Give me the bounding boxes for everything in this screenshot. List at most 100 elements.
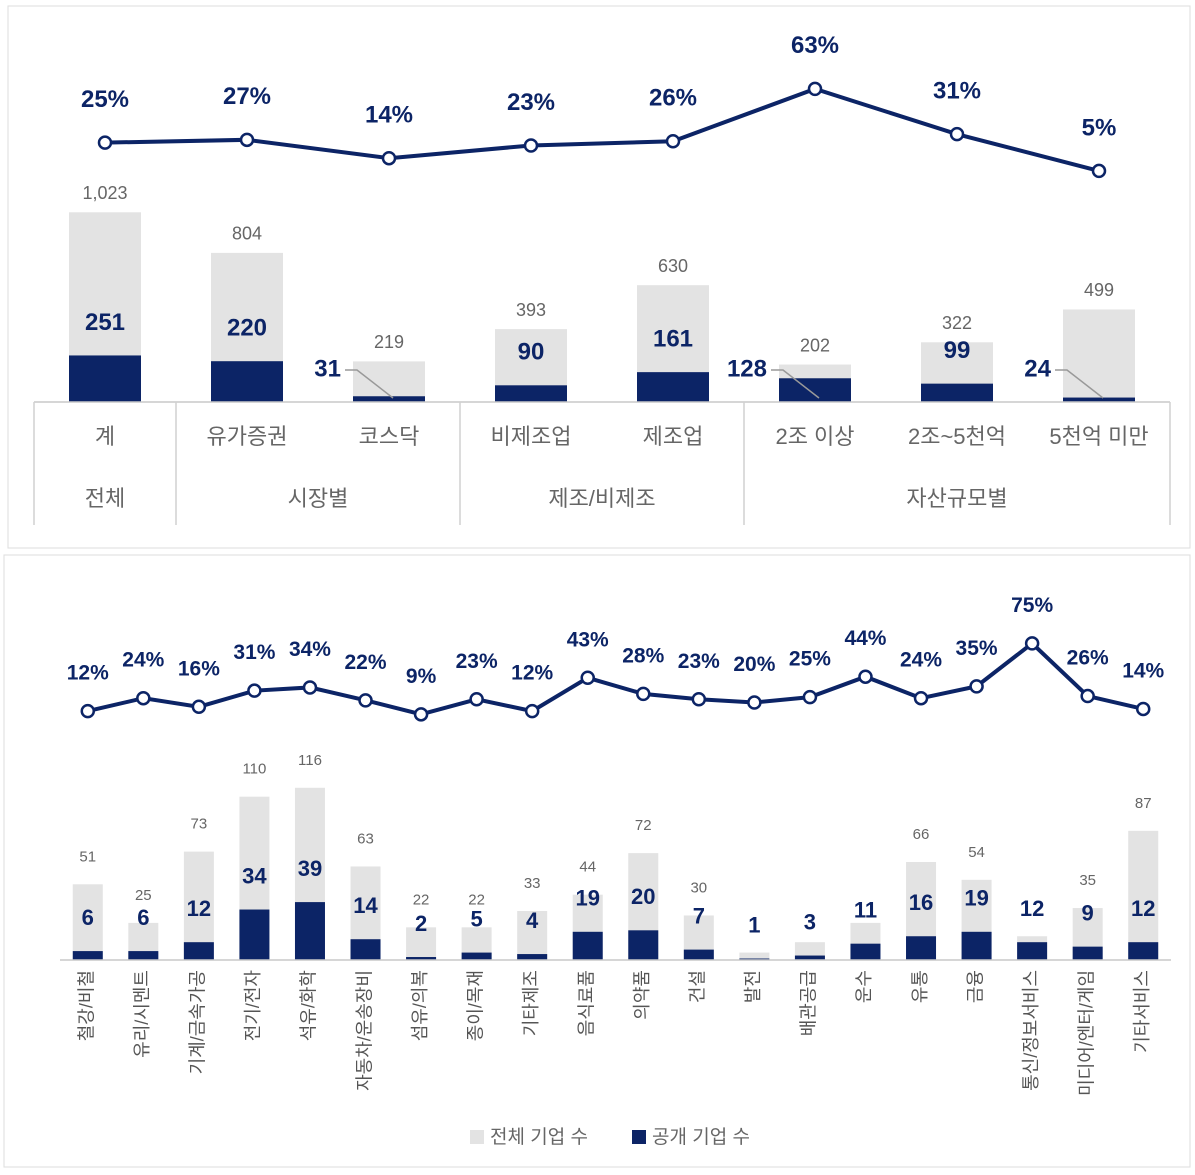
ratio-label: 31% — [933, 78, 981, 105]
total-label: 322 — [942, 313, 972, 333]
ratio-label: 35% — [956, 637, 998, 660]
ratio-line — [87, 640, 1144, 717]
disclosed-bar — [906, 936, 937, 960]
disclosed-bar — [517, 954, 548, 960]
disclosed-label: 16 — [909, 890, 933, 915]
legend-label: 전체 기업 수 — [490, 1126, 588, 1148]
disclosed-label: 128 — [727, 355, 767, 382]
category-label: 비제조업 — [491, 424, 572, 449]
total-bar — [1128, 830, 1159, 960]
ratio-point — [469, 692, 484, 707]
ratio-label: 24% — [122, 649, 164, 672]
ratio-point — [302, 680, 318, 695]
ratio-point — [1091, 163, 1107, 179]
ratio-label: 75% — [1011, 594, 1053, 617]
disclosed-bar — [637, 372, 709, 402]
ratio-point — [136, 690, 151, 706]
ratio-label: 16% — [178, 657, 220, 680]
category-label: 기타제조 — [521, 970, 541, 1036]
ratio-point — [949, 126, 965, 142]
ratio-label: 34% — [289, 638, 331, 661]
category-label: 계 — [95, 424, 115, 449]
total-label: 44 — [579, 859, 596, 876]
disclosed-label: 6 — [137, 905, 149, 930]
disclosed-label: 39 — [298, 856, 322, 881]
disclosed-bar — [683, 949, 714, 960]
total-label: 393 — [516, 300, 546, 320]
total-label: 22 — [413, 891, 430, 908]
total-bar — [739, 952, 770, 960]
disclosed-bar — [69, 355, 141, 402]
disclosed-label: 1 — [748, 912, 760, 937]
ratio-point — [580, 670, 595, 686]
total-label: 110 — [242, 761, 266, 778]
disclosed-label: 99 — [944, 337, 971, 364]
disclosed-bar — [572, 931, 603, 960]
category-label: 제조업 — [643, 424, 704, 449]
disclosed-bar — [183, 942, 214, 960]
category-label: 5천억 미만 — [1049, 424, 1148, 449]
ratio-label: 63% — [791, 32, 839, 59]
total-label: 33 — [524, 875, 541, 892]
total-label: 63 — [357, 830, 374, 847]
ratio-label: 26% — [1067, 647, 1109, 670]
total-label: 25 — [135, 887, 152, 904]
category-label: 건설 — [688, 970, 708, 1003]
legend-label: 공개 기업 수 — [652, 1126, 750, 1148]
disclosed-label: 12 — [1020, 896, 1044, 921]
ratio-point — [802, 689, 818, 705]
total-label: 116 — [298, 752, 322, 769]
disclosed-bar — [921, 383, 993, 402]
ratio-point — [858, 669, 873, 684]
total-label: 804 — [232, 224, 262, 244]
total-label: 54 — [968, 844, 985, 861]
ratio-label: 43% — [567, 628, 609, 651]
category-label: 기계/금속가공 — [188, 970, 208, 1074]
disclosed-bar — [628, 930, 659, 960]
disclosed-label: 9 — [1082, 900, 1094, 925]
total-label: 30 — [690, 879, 707, 896]
ratio-point — [636, 686, 651, 702]
total-bar — [517, 911, 548, 960]
group-label: 제조/비제조 — [548, 486, 655, 511]
ratio-point — [524, 703, 540, 719]
ratio-point — [247, 683, 262, 698]
ratio-point — [1135, 701, 1151, 717]
total-label: 499 — [1084, 280, 1114, 300]
disclosed-label: 6 — [82, 905, 94, 930]
ratio-point — [97, 135, 113, 150]
disclosed-label: 251 — [85, 309, 125, 336]
disclosed-bar — [1063, 397, 1135, 402]
ratio-label: 12% — [511, 662, 553, 685]
disclosed-bar — [211, 361, 283, 402]
disclosed-label: 20 — [631, 884, 655, 909]
ratio-label: 23% — [678, 650, 720, 673]
category-label: 철강/비철 — [77, 970, 97, 1041]
leader-line — [771, 369, 820, 399]
total-label: 202 — [800, 335, 830, 355]
ratio-label: 26% — [649, 85, 697, 112]
group-label: 시장별 — [288, 486, 349, 511]
group-label: 전체 — [85, 486, 125, 511]
disclosed-bar — [350, 939, 381, 960]
total-label: 1,023 — [82, 183, 127, 203]
category-label: 통신/정보서비스 — [1021, 970, 1041, 1091]
category-label: 2조 이상 — [775, 424, 854, 449]
category-label: 유통 — [910, 970, 930, 1003]
ratio-label: 23% — [456, 650, 498, 673]
disclosed-label: 24 — [1024, 355, 1051, 382]
disclosed-label: 2 — [415, 911, 427, 936]
category-label: 미디어/엔터/게임 — [1076, 970, 1096, 1096]
ratio-label: 25% — [789, 648, 831, 671]
disclosed-label: 4 — [526, 908, 539, 933]
ratio-point — [807, 81, 823, 97]
category-label: 음식료품 — [576, 970, 596, 1036]
ratio-label: 25% — [81, 86, 129, 113]
total-label: 22 — [468, 891, 485, 908]
ratio-point — [747, 695, 762, 710]
panel — [7, 5, 1191, 549]
disclosed-label: 5 — [471, 906, 483, 931]
disclosed-bar — [294, 902, 325, 960]
category-label: 종이/목재 — [465, 970, 485, 1041]
disclosed-bar — [128, 951, 159, 960]
